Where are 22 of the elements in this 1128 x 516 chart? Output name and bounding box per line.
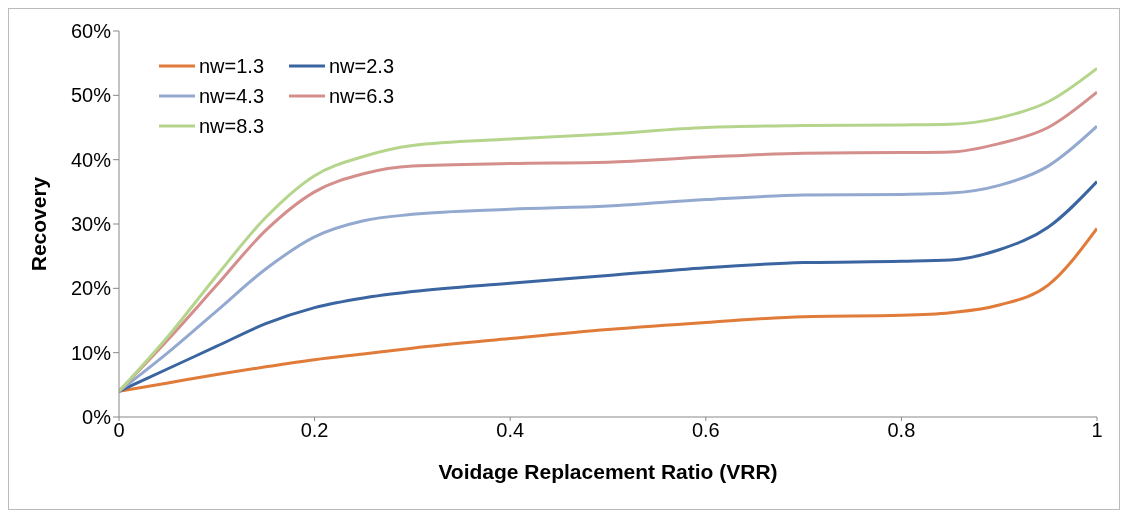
legend-label: nw=8.3: [199, 114, 265, 138]
line-series: [119, 180, 1097, 393]
y-tick-label: 20%: [70, 277, 112, 300]
x-tick-label: 0.2: [300, 419, 329, 442]
y-tick-label: 10%: [70, 341, 112, 364]
y-tick-label: 40%: [70, 148, 112, 171]
y-tick-label: 30%: [70, 213, 112, 236]
y-tick-label: 60%: [70, 20, 112, 43]
y-tick-label: 50%: [70, 84, 112, 107]
legend-label: nw=1.3: [199, 54, 265, 78]
line-series: [119, 227, 1097, 393]
x-tick-label: 0: [113, 419, 125, 442]
legend-label: nw=2.3: [329, 54, 395, 78]
legend-label: nw=6.3: [329, 84, 395, 108]
x-tick-label: 0.4: [496, 419, 525, 442]
x-tick-label: 0.8: [887, 419, 916, 442]
y-tick-label: 0%: [82, 406, 112, 429]
y-axis-title: Recovery: [27, 176, 51, 272]
x-tick-label: 1: [1091, 419, 1103, 442]
legend-label: nw=4.3: [199, 84, 265, 108]
x-axis-title: Voidage Replacement Ratio (VRR): [438, 460, 778, 483]
x-tick-label: 0.6: [691, 419, 720, 442]
